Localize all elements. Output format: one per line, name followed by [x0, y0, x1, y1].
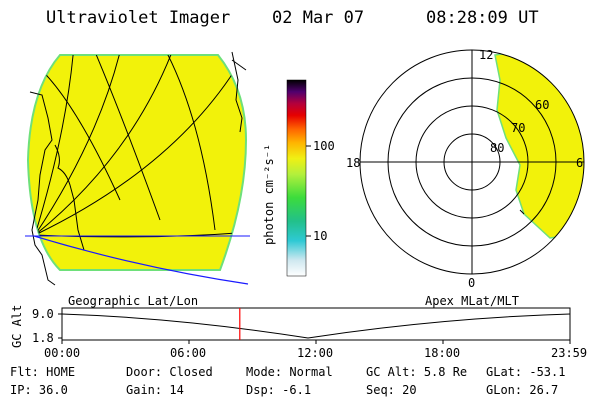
colorbar-label-10: 10	[313, 229, 328, 243]
altitude-axis-label: GC Alt	[10, 304, 24, 348]
mlt-label-18: 18	[346, 156, 361, 170]
status-glat: GLat: -53.1	[486, 365, 566, 379]
status-gain: Gain: 14	[126, 383, 184, 397]
time-tick-0000: 00:00	[44, 346, 81, 360]
status-door: Door: Closed	[126, 365, 213, 379]
status-flt: Flt: HOME	[10, 365, 76, 379]
time-axis-ticks	[61, 340, 571, 344]
mlt-label-0: 0	[468, 276, 476, 290]
time-tick-1200: 12:00	[297, 346, 334, 360]
colorbar	[286, 79, 307, 277]
geographic-panel-label: Geographic Lat/Lon	[68, 294, 199, 308]
mlt-label-6: 6	[576, 156, 584, 170]
altitude-plot-frame	[61, 307, 571, 341]
colorbar-unit-label: photon cm⁻²s⁻¹	[262, 143, 276, 245]
geographic-image	[25, 51, 250, 286]
apex-panel-label: Apex MLat/MLT	[425, 294, 519, 308]
lat-label-80: 80	[490, 141, 505, 155]
status-dsp: Dsp: -6.1	[246, 383, 312, 397]
status-ip: IP: 36.0	[10, 383, 68, 397]
time-label: 08:28:09 UT	[426, 8, 539, 28]
alt-label-1.8: 1.8	[32, 331, 54, 345]
status-seq: Seq: 20	[366, 383, 417, 397]
instrument-title: Ultraviolet Imager	[46, 8, 231, 28]
colorbar-label-100: 100	[313, 139, 335, 153]
mlt-label-12: 12	[479, 48, 494, 62]
time-tick-0600: 06:00	[170, 346, 207, 360]
altitude-curve	[61, 313, 571, 339]
polar-plot	[359, 49, 585, 275]
alt-label-9: 9.0	[32, 307, 54, 321]
status-gc-alt: GC Alt: 5.8 Re	[366, 365, 468, 379]
lat-label-70: 70	[511, 121, 526, 135]
status-glon: GLon: 26.7	[486, 383, 559, 397]
time-tick-1800: 18:00	[424, 346, 461, 360]
status-mode: Mode: Normal	[246, 365, 333, 379]
lat-label-60: 60	[535, 98, 550, 112]
time-tick-2359: 23:59	[551, 346, 588, 360]
date-label: 02 Mar 07	[272, 8, 365, 28]
